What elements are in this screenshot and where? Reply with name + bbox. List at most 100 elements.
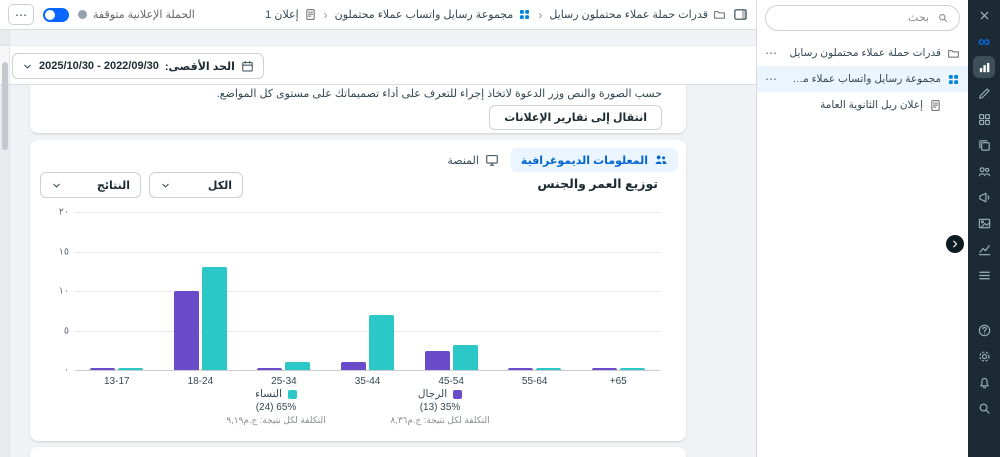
legend-item-women: النساء (24) 65% التكلفة لكل نتيجة: ج.م٩,… bbox=[216, 388, 336, 426]
menu-icon[interactable] bbox=[973, 264, 995, 286]
bar-men[interactable] bbox=[424, 351, 450, 370]
bar-men[interactable] bbox=[257, 367, 283, 370]
monitor-icon bbox=[485, 153, 499, 167]
search-icon[interactable] bbox=[973, 397, 995, 419]
y-axis-label: ١٠ bbox=[58, 285, 69, 297]
bar-groups: 13-17 18-24 25-34 35-44 45-54 55-64 +65 bbox=[75, 212, 660, 387]
breadcrumb-campaign[interactable]: قدرات حملة عملاء محتملون رسايل bbox=[549, 8, 726, 21]
demographics-card: المعلومات الديموغرافية المنصة توزيع العم… bbox=[30, 140, 686, 441]
audiences-icon[interactable] bbox=[973, 160, 995, 182]
tree-item-more-button[interactable]: ⋯ bbox=[765, 46, 777, 60]
legend-share-men: (13) 35% bbox=[419, 402, 461, 413]
legend-item-men: الرجال (13) 35% التكلفة لكل نتيجة: ج.م٨,… bbox=[380, 388, 500, 426]
adset-grid-icon bbox=[947, 73, 960, 86]
y-axis-label: ٠ bbox=[63, 364, 69, 376]
campaign-toggle[interactable] bbox=[43, 7, 69, 22]
collapse-panel-icon[interactable] bbox=[733, 7, 748, 22]
insights-tabs: المعلومات الديموغرافية المنصة bbox=[437, 148, 678, 172]
go-to-ads-reports-button[interactable]: انتقال إلى تقارير الإعلانات bbox=[489, 105, 662, 130]
breadcrumb-campaign-label: قدرات حملة عملاء محتملون رسايل bbox=[549, 9, 708, 21]
tree-item-more-button[interactable]: ⋯ bbox=[765, 72, 777, 86]
bar-men[interactable] bbox=[508, 368, 534, 370]
breadcrumb-adset-label: مجموعة رسايل واتساب عملاء محتملون bbox=[334, 9, 514, 21]
breadcrumb: قدرات حملة عملاء محتملون رسايل ‹ مجموعة … bbox=[265, 7, 748, 22]
status-dot-icon bbox=[78, 10, 87, 19]
legend-share-women: (24) 65% bbox=[255, 402, 297, 413]
bar-women[interactable] bbox=[452, 344, 478, 370]
duplicate-icon[interactable] bbox=[973, 134, 995, 156]
legend-label-men: الرجال bbox=[417, 388, 448, 400]
search-icon bbox=[937, 12, 949, 24]
tab-demographics[interactable]: المعلومات الديموغرافية bbox=[510, 148, 678, 172]
promote-icon[interactable] bbox=[973, 186, 995, 208]
insights-icon[interactable] bbox=[973, 56, 995, 78]
main-area: قدرات حملة عملاء محتملون رسايل ‹ مجموعة … bbox=[0, 0, 756, 457]
campaign-status: الحملة الإعلانية متوقفة bbox=[78, 8, 195, 21]
breadcrumb-ad[interactable]: 1 إعلان bbox=[265, 8, 316, 21]
breadcrumb-adset[interactable]: مجموعة رسايل واتساب عملاء محتملون bbox=[335, 8, 532, 21]
bar-group: 13-17 bbox=[75, 212, 159, 387]
breakdown-dropdown[interactable]: الكل bbox=[149, 172, 243, 198]
x-axis-label: 25-34 bbox=[271, 376, 297, 387]
edit-icon[interactable] bbox=[973, 82, 995, 104]
close-icon[interactable] bbox=[973, 4, 995, 26]
meta-logo[interactable]: ∞ bbox=[977, 31, 991, 51]
breadcrumb-ad-label: 1 إعلان bbox=[265, 9, 299, 21]
next-card-edge bbox=[30, 447, 686, 457]
chevron-down-icon bbox=[22, 61, 33, 72]
gridline bbox=[75, 251, 660, 253]
bar-women[interactable] bbox=[285, 362, 311, 370]
folder-icon bbox=[947, 47, 960, 60]
tree-item-adset[interactable]: مجموعة رسايل واتساب عملاء محتملون ⋯ bbox=[757, 66, 968, 92]
tree-item-campaign[interactable]: قدرات حملة عملاء محتملون رسايل ⋯ bbox=[757, 40, 968, 66]
legend-head-men: الرجال bbox=[417, 388, 463, 400]
help-icon[interactable] bbox=[973, 319, 995, 341]
tree-search-input[interactable] bbox=[776, 11, 931, 25]
campaign-status-label: الحملة الإعلانية متوقفة bbox=[93, 9, 195, 21]
legend-label-women: النساء bbox=[255, 388, 282, 400]
media-icon[interactable] bbox=[973, 212, 995, 234]
toggle-knob bbox=[45, 9, 55, 20]
bar-men[interactable] bbox=[591, 368, 617, 370]
x-axis-label: 45-54 bbox=[438, 376, 464, 387]
bar-women[interactable] bbox=[201, 267, 227, 370]
legend-head-women: النساء bbox=[255, 388, 297, 400]
more-options-button[interactable]: ⋯ bbox=[8, 4, 34, 25]
settings-icon[interactable] bbox=[973, 345, 995, 367]
breadcrumb-separator: ‹ bbox=[323, 7, 328, 22]
tree-item-ad[interactable]: إعلان ريل الثانوية العامة bbox=[757, 92, 968, 118]
bar-group: 18-24 bbox=[159, 212, 243, 387]
bar-men[interactable] bbox=[90, 368, 116, 370]
bar-women[interactable] bbox=[369, 314, 395, 370]
chart-legend: الرجال (13) 35% التكلفة لكل نتيجة: ج.م٨,… bbox=[30, 388, 686, 426]
bar-women[interactable] bbox=[118, 367, 144, 370]
vertical-scrollbar bbox=[0, 30, 10, 457]
apps-grid-icon[interactable] bbox=[973, 108, 995, 130]
tab-platform[interactable]: المنصة bbox=[437, 148, 509, 172]
gridline bbox=[75, 370, 660, 371]
campaign-controls: الحملة الإعلانية متوقفة ⋯ bbox=[8, 4, 195, 25]
chevron-down-icon bbox=[160, 180, 171, 191]
bar-men[interactable] bbox=[341, 362, 367, 370]
x-axis-label: 13-17 bbox=[104, 376, 130, 387]
legend-cost-men: التكلفة لكل نتيجة: ج.م٨,٣٦ bbox=[390, 415, 490, 425]
x-axis-label: 18-24 bbox=[187, 376, 214, 387]
bar-men[interactable] bbox=[173, 291, 199, 370]
tree-search bbox=[765, 5, 960, 31]
bar-women[interactable] bbox=[536, 367, 562, 370]
bar-women[interactable] bbox=[619, 367, 645, 370]
legend-cost-women: التكلفة لكل نتيجة: ج.م٩,١٩ bbox=[226, 415, 326, 425]
bar-group: 55-64 bbox=[493, 212, 577, 387]
gridline bbox=[75, 291, 660, 292]
x-axis-label: 35-44 bbox=[354, 376, 381, 387]
reports-icon[interactable] bbox=[973, 238, 995, 260]
collapse-nav-button[interactable] bbox=[946, 235, 964, 253]
scrollbar-thumb[interactable] bbox=[2, 62, 8, 150]
calendar-icon bbox=[241, 60, 254, 73]
tree-item-ad-label: إعلان ريل الثانوية العامة bbox=[820, 99, 923, 111]
date-range-label: الحد الأقصى: bbox=[164, 60, 235, 73]
creative-reporting-card: حسب الصورة والنص وزر الدعوة لاتخاذ إجراء… bbox=[30, 85, 686, 133]
notifications-icon[interactable] bbox=[973, 371, 995, 393]
metric-dropdown[interactable]: النتائج bbox=[40, 172, 141, 198]
date-range-picker[interactable]: الحد الأقصى: 2025/10/30 - 2022/09/30 bbox=[12, 53, 264, 79]
